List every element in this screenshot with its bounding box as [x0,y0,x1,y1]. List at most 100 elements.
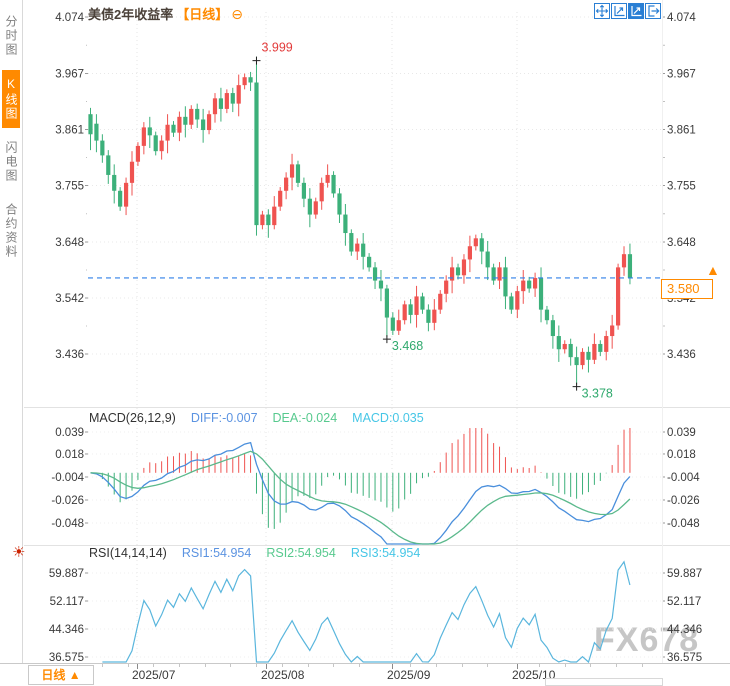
x-axis-label: 2025/07 [132,668,176,682]
svg-text:4.074: 4.074 [667,12,696,24]
axis-minor-tick [359,664,360,667]
chart-type-sidebar: 分时图 K线图 闪电图 合约资料 [0,0,23,663]
svg-text:36.575: 36.575 [49,652,84,664]
svg-text:3.436: 3.436 [55,349,84,361]
svg-text:3.378: 3.378 [582,387,613,401]
macd-diff-value: DIFF:-0.007 [190,411,258,425]
svg-text:-0.004: -0.004 [667,472,700,484]
svg-text:-0.048: -0.048 [51,518,84,530]
axis-minor-tick [487,664,488,667]
chart-titlebar: 美债2年收益率 【日线】 ⊖ [88,4,243,23]
sidebar-tab-contract-info[interactable]: 合约资料 [4,203,18,259]
svg-text:3.468: 3.468 [392,339,423,353]
exit-right-icon [648,5,660,17]
rsi2-value: RSI2:54.954 [266,546,336,560]
svg-text:59.887: 59.887 [49,568,84,580]
axis-tick [517,664,518,669]
svg-text:44.346: 44.346 [667,624,702,636]
svg-text:0.018: 0.018 [667,449,696,461]
svg-text:-0.026: -0.026 [667,495,700,507]
axis-minor-tick [230,664,231,667]
axis-minor-tick [128,664,129,667]
axis-scale-filled-icon [631,6,642,17]
axis-minor-tick [333,664,334,667]
svg-text:44.346: 44.346 [49,624,84,636]
period-selector-arrow-icon: ▲ [68,668,81,682]
axis-minor-tick [308,664,309,667]
axis-minor-tick [205,664,206,667]
svg-text:3.436: 3.436 [667,349,696,361]
exit-scale-button[interactable] [645,3,661,19]
rsi1-value: RSI1:54.954 [181,546,252,560]
axis-minor-tick [153,664,154,667]
axis-minor-tick [539,664,540,667]
chart-toolbar [594,3,661,19]
sun-icon[interactable]: ☀ [12,544,26,561]
svg-text:0.039: 0.039 [667,427,696,439]
axis-minor-tick [282,664,283,667]
svg-text:59.887: 59.887 [667,568,702,580]
watermark: FX678 [594,621,700,659]
svg-text:3.967: 3.967 [55,69,84,81]
period-selector-label: 日线 [41,668,66,682]
svg-text:3.648: 3.648 [667,237,696,249]
axis-minor-tick [590,664,591,667]
axis-scale-button[interactable] [611,3,627,19]
svg-text:52.117: 52.117 [50,596,84,608]
axis-minor-tick [642,664,643,667]
sidebar-tab-lightning[interactable]: 闪电图 [4,141,18,183]
svg-text:3.648: 3.648 [55,237,84,249]
bottom-right-panel [545,678,663,686]
macd-header: MACD(26,12,9) DIFF:-0.007 DEA:-0.024 MAC… [89,411,424,425]
rsi-name: RSI(14,14,14) [89,546,167,560]
svg-text:3.999: 3.999 [261,41,292,55]
svg-text:3.967: 3.967 [667,69,696,81]
x-axis-label: 2025/09 [387,668,431,682]
svg-text:0.039: 0.039 [55,427,84,439]
svg-text:4.074: 4.074 [55,12,84,24]
macd-dea-value: DEA:-0.024 [272,411,338,425]
svg-text:3.861: 3.861 [55,125,84,137]
axis-tick [137,664,138,669]
axis-minor-tick [179,664,180,667]
axis-minor-tick [436,664,437,667]
crosshair-button[interactable] [594,3,610,19]
axis-minor-tick [565,664,566,667]
axis-minor-tick [102,664,103,667]
price-up-arrow-icon: ▲ [706,262,720,278]
current-price-tag: 3.580 [661,279,713,299]
axis-minor-tick [616,664,617,667]
macd-name: MACD(26,12,9) [89,411,176,425]
axis-minor-tick [462,664,463,667]
svg-text:52.117: 52.117 [667,596,701,608]
period-label: 【日线】 [176,7,229,22]
svg-text:-0.004: -0.004 [51,472,84,484]
axis-scale-icon [614,6,625,17]
svg-text:3.755: 3.755 [55,181,84,193]
collapse-circle-icon[interactable]: ⊖ [231,5,243,22]
svg-text:3.755: 3.755 [667,181,696,193]
svg-text:36.575: 36.575 [667,652,702,664]
sidebar-tab-timeline[interactable]: 分时图 [4,15,18,57]
svg-text:3.542: 3.542 [55,293,84,305]
x-axis-label: 2025/08 [261,668,305,682]
svg-text:-0.048: -0.048 [667,518,700,530]
rsi3-value: RSI3:54.954 [350,546,421,560]
x-axis-label: 2025/10 [512,668,556,682]
axis-minor-tick [256,664,257,667]
sidebar-tab-candlestick[interactable]: K线图 [2,70,20,128]
axis-tick [266,664,267,669]
svg-text:3.861: 3.861 [667,125,696,137]
axis-minor-tick [410,664,411,667]
period-selector[interactable]: 日线 ▲ [28,665,94,685]
svg-text:0.018: 0.018 [55,449,84,461]
macd-macd-value: MACD:0.035 [352,411,424,425]
axis-tick [392,664,393,669]
axis-scale-active-button[interactable] [628,3,644,19]
crosshair-icon [595,4,609,18]
instrument-title: 美债2年收益率 [88,7,174,22]
svg-text:-0.026: -0.026 [51,495,84,507]
rsi-header: RSI(14,14,14) RSI1:54.954 RSI2:54.954 RS… [89,546,420,560]
